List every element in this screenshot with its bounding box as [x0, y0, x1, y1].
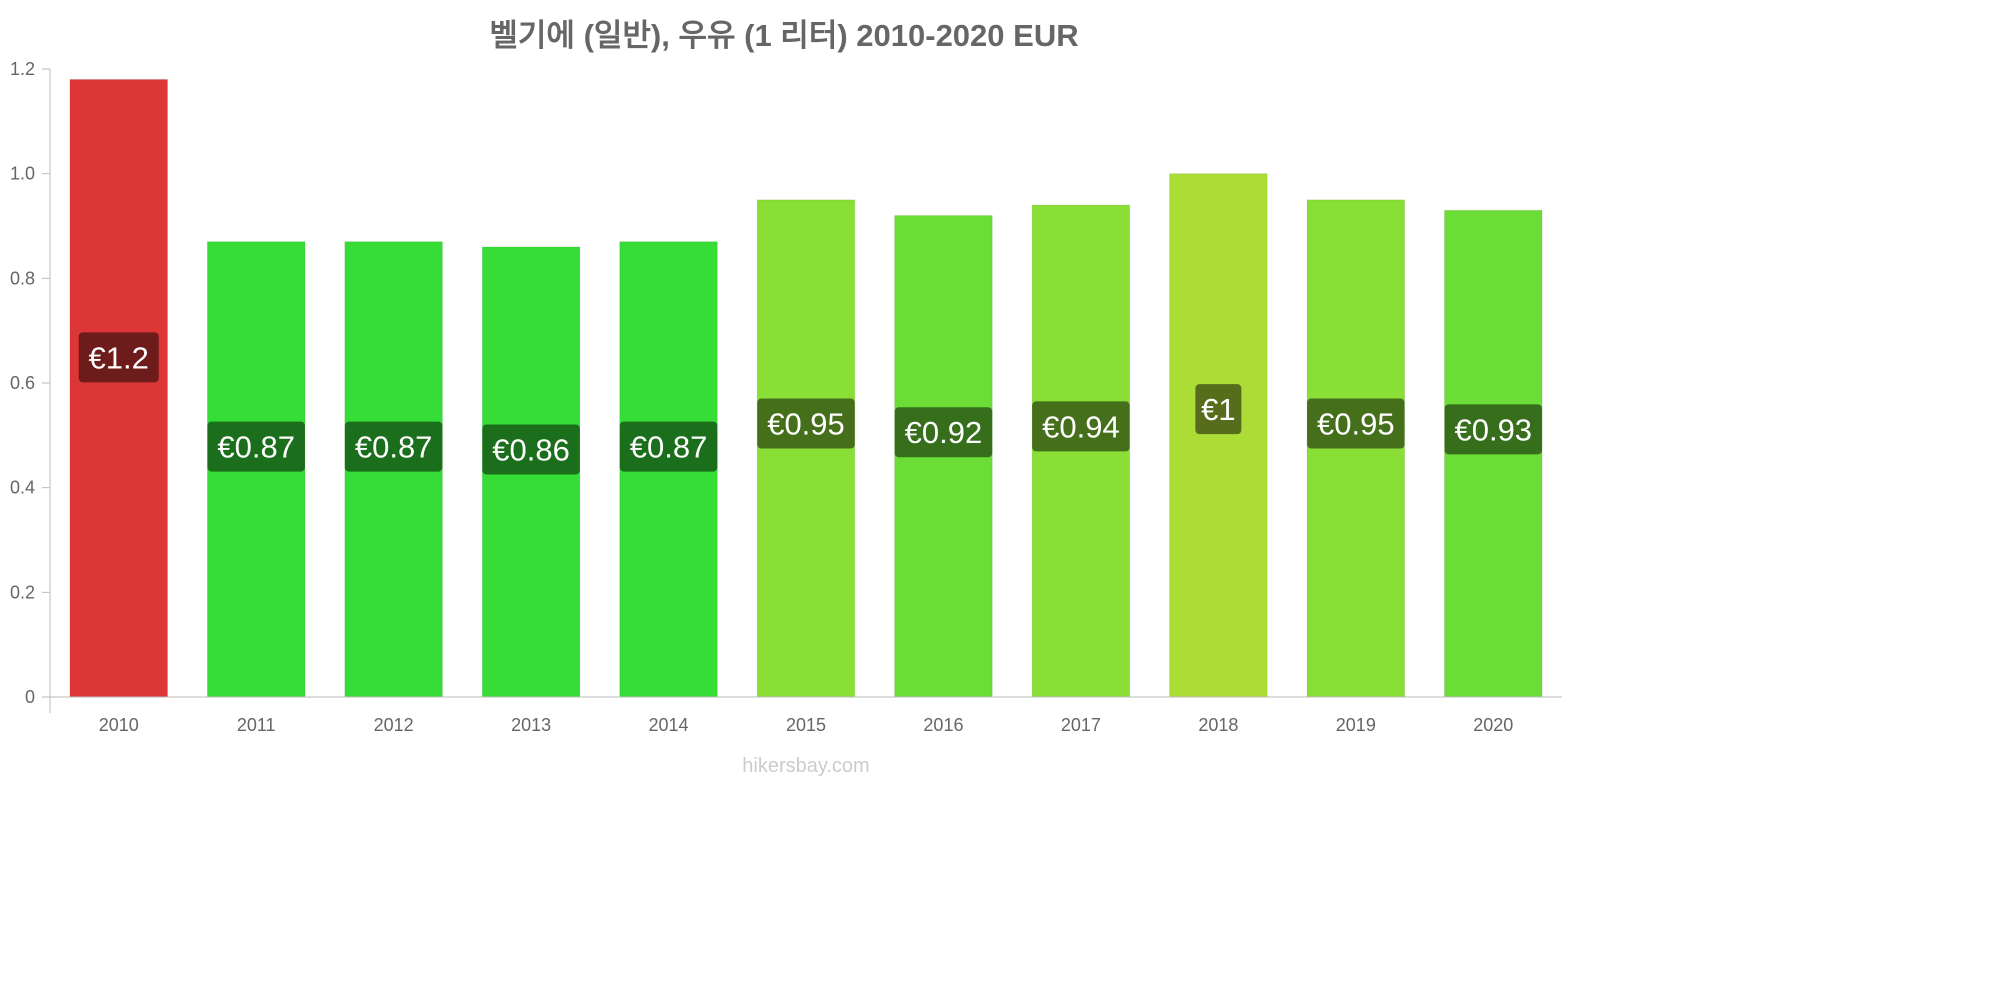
data-label-box: [757, 398, 855, 449]
data-label-box: [207, 421, 305, 472]
x-tick-label: 2020: [1473, 715, 1513, 735]
data-label: €0.95: [1317, 407, 1395, 442]
data-label-box: [1195, 384, 1242, 435]
data-label-box: [619, 421, 718, 472]
x-tick-label: 2016: [923, 715, 963, 735]
x-tick-label: 2018: [1198, 715, 1238, 735]
data-label: €0.87: [630, 430, 708, 465]
y-tick-label: 0.6: [10, 373, 35, 393]
data-label: €0.95: [767, 407, 845, 442]
bar-chart: 벨기에 (일반), 우유 (1 리터) 2010-2020 EUR 0 0.2 0.…: [10, 18, 1562, 777]
x-tick-label: 2013: [511, 715, 551, 735]
x-tick-label: 2012: [374, 715, 414, 735]
bar-2018: [1169, 173, 1268, 698]
x-tick-label: 2019: [1336, 715, 1376, 735]
y-tick-label: 1.0: [10, 164, 35, 184]
data-label: €0.94: [1042, 409, 1120, 444]
data-label: €1.2: [89, 340, 149, 375]
x-tick-label: 2010: [99, 715, 139, 735]
data-label: €0.93: [1454, 412, 1532, 447]
y-tick-label: 0.4: [10, 478, 35, 498]
chart-title: 벨기에 (일반), 우유 (1 리터) 2010-2020 EUR: [489, 18, 1078, 53]
data-label-box: [894, 407, 993, 458]
data-label-box: [1444, 404, 1543, 455]
y-tick-label: 0: [25, 687, 35, 707]
y-tick-label: 0.8: [10, 268, 35, 288]
data-label-box: [1307, 398, 1405, 449]
x-tick-label: 2014: [649, 715, 689, 735]
x-axis: 2010 2011 2012 2013 2014 2015 2016 2017 2018 2019…: [50, 696, 1562, 735]
y-tick-label: 0.2: [10, 582, 35, 602]
data-label-box: [1032, 401, 1130, 452]
data-label: €0.87: [355, 430, 433, 465]
data-label: €0.87: [217, 430, 295, 465]
bars: €1.2 €0.87 €0.87 €0.86 €0.87 €0.95 €0.92 €0.94 €…: [69, 78, 1543, 698]
data-label: €0.92: [905, 415, 983, 450]
x-tick-label: 2015: [786, 715, 826, 735]
data-label-box: [344, 421, 443, 472]
bar-2010: [69, 78, 169, 698]
data-label: €1: [1201, 392, 1235, 427]
y-axis: 0 0.2 0.4 0.6 0.8 1.0 1.2: [10, 59, 51, 713]
x-tick-label: 2011: [237, 715, 276, 735]
x-tick-label: 2017: [1061, 715, 1101, 735]
data-label: €0.86: [492, 432, 570, 467]
data-label-box: [78, 332, 159, 383]
watermark: hikersbay.com: [742, 755, 869, 777]
y-tick-label: 1.2: [10, 59, 35, 79]
data-label-box: [482, 424, 580, 475]
